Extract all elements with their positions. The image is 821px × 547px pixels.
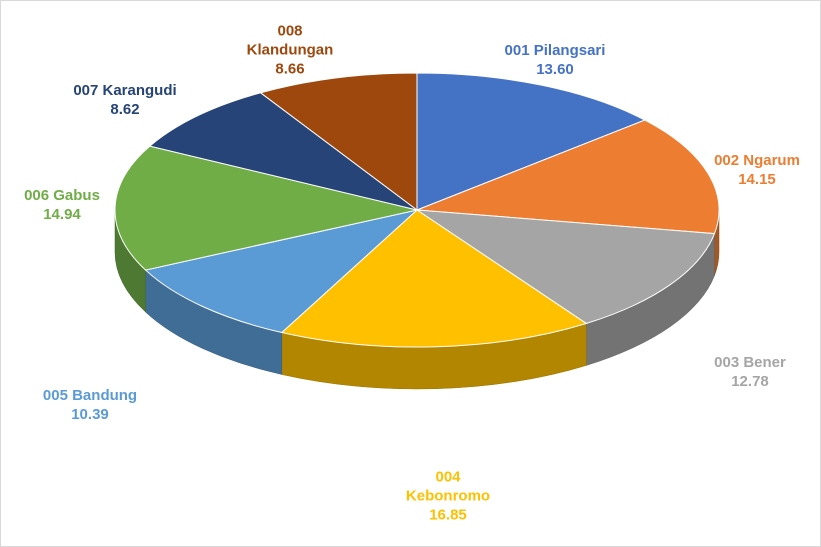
category-label: 003 Bener <box>714 354 786 371</box>
category-label: 002 Ngarum <box>714 152 800 169</box>
value-label: 8.66 <box>275 60 305 78</box>
slice <box>259 72 418 211</box>
slice <box>415 209 716 325</box>
value-label: 14.94 <box>43 206 81 223</box>
value-label: 14.15 <box>738 171 776 188</box>
data-label: 003 Bener 12.78 <box>714 353 786 391</box>
slice <box>416 72 647 211</box>
value-label: 12.78 <box>731 373 769 390</box>
value-label: 16.85 <box>429 506 467 524</box>
data-label: 002 Ngarum 14.15 <box>714 151 800 189</box>
category-label: 006 Gabus <box>24 187 100 204</box>
slice <box>416 119 720 235</box>
value-label: 8.62 <box>110 101 140 118</box>
category-label: 004 Kebonromo <box>405 468 491 505</box>
value-label: 13.60 <box>536 61 574 78</box>
data-label: 006 Gabus 14.94 <box>24 186 100 224</box>
slice <box>114 145 418 271</box>
category-label: 007 Karangudi <box>73 82 177 99</box>
category-label: 008 Klandungan <box>246 22 334 59</box>
data-label: 008 Klandungan 8.66 <box>240 22 340 79</box>
value-label: 10.39 <box>71 406 109 423</box>
slice <box>148 92 418 211</box>
data-label: 007 Karangudi 8.62 <box>73 81 176 119</box>
data-label: 001 Pilangsari 13.60 <box>505 41 606 79</box>
slice <box>144 209 419 334</box>
data-label: 004 Kebonromo 16.85 <box>398 468 498 525</box>
slice <box>280 209 588 348</box>
data-label: 005 Bandung 10.39 <box>43 386 137 424</box>
category-label: 001 Pilangsari <box>504 42 606 59</box>
category-label: 005 Bandung <box>42 387 138 404</box>
